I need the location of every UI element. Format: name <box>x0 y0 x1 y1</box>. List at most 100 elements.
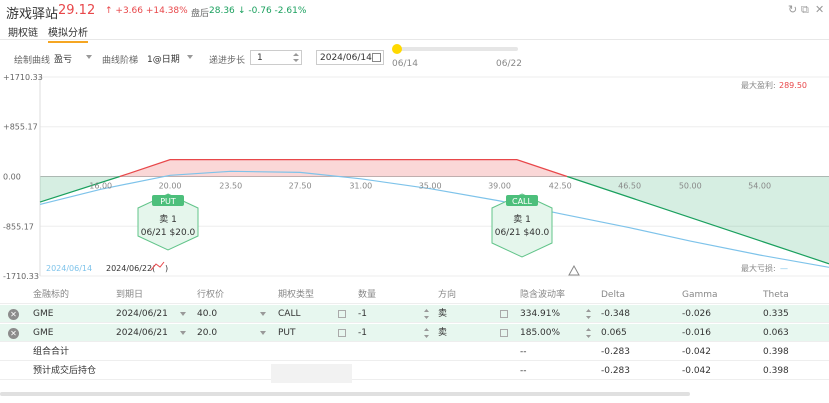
step-label: 曲线阶梯 <box>102 56 139 66</box>
col-type: 期权类型 <box>278 290 315 300</box>
x-tick-label: 54.00 <box>748 182 771 191</box>
price-pointer-icon <box>568 264 580 276</box>
increment-label: 递进步长 <box>209 56 246 66</box>
put-marker-title-bg <box>152 195 184 206</box>
after-hours-label: 盘后 <box>191 9 210 19</box>
iv-stepper-icon[interactable] <box>586 308 591 320</box>
row-type[interactable]: PUT <box>278 328 296 338</box>
table-header: 金融标的 到期日 行权价 期权类型 数量 方向 隐含波动率 Delta Gamm… <box>0 286 829 304</box>
row-theta: 0.063 <box>763 328 789 338</box>
chevron-down-icon <box>86 55 92 59</box>
x-tick-label: 50.00 <box>679 182 702 191</box>
close-icon[interactable]: ✕ <box>815 3 825 16</box>
x-tick-label: 35.00 <box>419 182 442 191</box>
row-expiry[interactable]: 2024/06/21 <box>116 328 168 338</box>
row-iv[interactable]: 185.00% <box>520 328 561 338</box>
legend-line-icon <box>150 261 165 271</box>
ticker-name: 游戏驿站 <box>6 7 59 22</box>
x-tick-label: 23.50 <box>219 182 242 191</box>
row-type[interactable]: CALL <box>278 309 301 319</box>
total-theta: 0.398 <box>763 347 789 357</box>
total-row: 组合合计 -- -0.283 -0.042 0.398 <box>0 343 829 361</box>
col-qty: 数量 <box>358 290 377 300</box>
chevron-down-icon[interactable] <box>260 312 266 316</box>
max-loss-value: — <box>780 264 788 273</box>
select-box-icon[interactable] <box>338 329 346 337</box>
row-direction[interactable]: 卖 <box>438 309 448 319</box>
toolbar: 绘制曲线 盈亏 曲线阶梯 1@日期 递进步长 <box>0 44 829 70</box>
step-select[interactable]: 1@日期 <box>147 52 193 65</box>
select-box-icon[interactable] <box>338 310 346 318</box>
date-value: 2024/06/14 <box>320 53 372 63</box>
expected-row: 预计成交后持仓 -- -0.283 -0.042 0.398 <box>0 362 829 380</box>
row-strike[interactable]: 40.0 <box>197 309 218 319</box>
col-direction: 方向 <box>438 290 457 300</box>
x-tick-label: 46.50 <box>618 182 641 191</box>
col-underlying: 金融标的 <box>33 290 70 300</box>
curve-select[interactable]: 盈亏 <box>54 52 92 65</box>
qty-stepper-icon[interactable] <box>424 327 429 339</box>
row-direction[interactable]: 卖 <box>438 328 448 338</box>
date-slider-handle[interactable] <box>392 44 402 54</box>
select-box-icon[interactable] <box>500 310 508 318</box>
title-bar: 游戏驿站 29.12 ↑ +3.66 +14.38% 盘后 28.36 ↓ -0… <box>0 0 829 22</box>
col-expiry: 到期日 <box>116 290 144 300</box>
col-theta: Theta <box>763 290 789 300</box>
popout-icon[interactable]: ⧉ <box>801 3 809 16</box>
max-profit-label: 最大盈利: <box>741 80 776 90</box>
after-hours-change: ↓ -0.76 -2.61% <box>238 6 307 16</box>
tab-simulation[interactable]: 模拟分析 <box>48 24 88 43</box>
put-marker-title: PUT <box>160 197 176 206</box>
expiry-line-profit <box>119 159 568 178</box>
x-tick-label: 16.00 <box>89 182 112 191</box>
legend-date-today: 2024/06/14 <box>46 264 92 273</box>
put-marker[interactable]: PUT 卖 1 06/21 $20.0 <box>137 193 199 251</box>
row-qty[interactable]: -1 <box>358 328 367 338</box>
profit-area <box>119 159 568 177</box>
chevron-down-icon[interactable] <box>180 331 186 335</box>
legend-date-expiry-tail: ) <box>165 264 168 273</box>
refresh-icon[interactable]: ↻ <box>788 3 798 16</box>
calendar-icon <box>372 53 381 62</box>
y-tick-label: -855.17 <box>3 222 34 231</box>
remove-leg-icon[interactable]: ✕ <box>8 309 19 320</box>
curve-label: 绘制曲线 <box>14 56 51 66</box>
expiry-line-loss-left <box>39 175 120 203</box>
row-iv[interactable]: 334.91% <box>520 309 561 319</box>
increment-stepper[interactable]: 1 <box>250 50 302 65</box>
qty-stepper-icon[interactable] <box>424 308 429 320</box>
empty-cell-block <box>271 364 352 383</box>
select-box-icon[interactable] <box>500 329 508 337</box>
call-marker-title-bg <box>506 195 538 206</box>
payoff-lines <box>39 159 829 268</box>
total-delta: -0.283 <box>601 347 631 357</box>
date-slider-track[interactable] <box>397 47 518 51</box>
date-picker[interactable]: 2024/06/14 <box>316 50 384 65</box>
expected-gamma: -0.042 <box>682 366 712 376</box>
y-tick-label: +1710.33 <box>3 73 43 82</box>
tab-option-chain[interactable]: 期权链 <box>8 28 38 39</box>
tab-bar: 期权链 模拟分析 <box>0 22 829 43</box>
row-qty[interactable]: -1 <box>358 309 367 319</box>
stepper-arrows-icon[interactable] <box>293 52 299 63</box>
x-tick-label: 31.00 <box>349 182 372 191</box>
put-marker-hex <box>137 193 199 251</box>
col-strike: 行权价 <box>197 290 225 300</box>
row-delta: 0.065 <box>601 328 627 338</box>
call-marker-line1: 卖 1 <box>513 214 531 225</box>
call-marker[interactable]: CALL 卖 1 06/21 $40.0 <box>491 193 553 258</box>
remove-leg-icon[interactable]: ✕ <box>8 328 19 339</box>
step-select-value: 1@日期 <box>147 55 180 65</box>
slider-start-label: 06/14 <box>392 59 418 69</box>
row-strike[interactable]: 20.0 <box>197 328 218 338</box>
row-expiry[interactable]: 2024/06/21 <box>116 309 168 319</box>
legend-date-expiry: 2024/06/22( <box>106 264 155 273</box>
horizontal-scrollbar[interactable] <box>0 392 690 396</box>
call-marker-title: CALL <box>512 197 533 206</box>
curve-select-value: 盈亏 <box>54 55 73 65</box>
chevron-down-icon[interactable] <box>260 331 266 335</box>
call-marker-hex <box>491 193 553 258</box>
chevron-down-icon[interactable] <box>180 312 186 316</box>
table-row: ✕ GME 2024/06/21 40.0 CALL -1 卖 334.91% … <box>0 305 829 323</box>
iv-stepper-icon[interactable] <box>586 327 591 339</box>
